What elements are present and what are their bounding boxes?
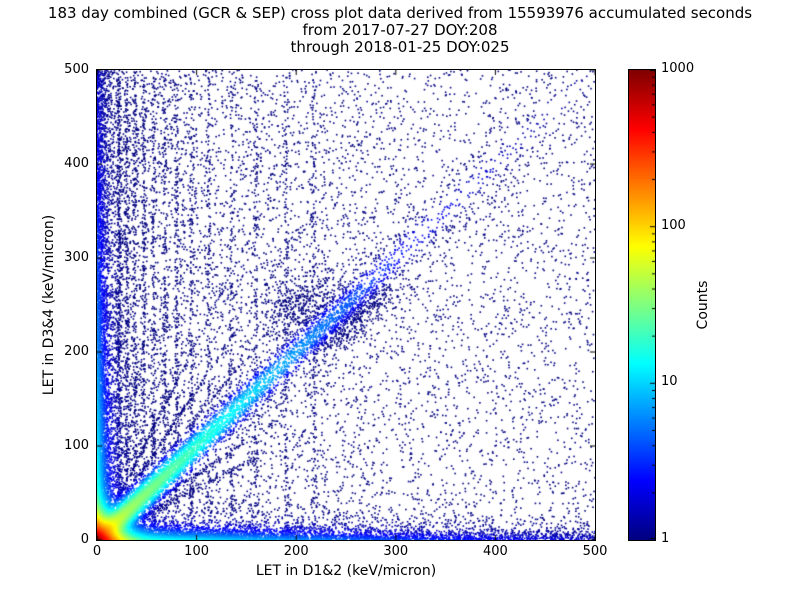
- y-tick-label: 0: [80, 532, 89, 547]
- colorbar: [628, 69, 656, 541]
- colorbar-tick-label: 1: [661, 531, 670, 546]
- y-axis-label: LET in D3&4 (keV/micron): [41, 214, 57, 396]
- colorbar-tick-label: 100: [661, 217, 686, 233]
- scatter-heatmap-canvas: [96, 69, 596, 541]
- colorbar-tick-label: 1000: [661, 61, 695, 76]
- x-axis-label: LET in D1&2 (keV/micron): [255, 563, 437, 579]
- y-tick-label: 100: [64, 438, 89, 453]
- colorbar-label: Counts: [695, 280, 711, 330]
- x-tick-label: 200: [283, 544, 309, 559]
- title-line-2: from 2017-07-27 DOY:208: [302, 21, 498, 39]
- x-tick-label: 0: [92, 544, 102, 559]
- y-tick-label: 500: [64, 62, 89, 77]
- title-line-1: 183 day combined (GCR & SEP) cross plot …: [47, 4, 753, 22]
- x-tick-label: 400: [482, 544, 508, 559]
- colorbar-tick-label: 10: [661, 374, 678, 390]
- x-tick-label: 500: [582, 544, 608, 559]
- y-tick-label: 400: [64, 156, 89, 171]
- y-tick-label: 300: [64, 250, 89, 265]
- x-tick-label: 300: [383, 544, 409, 559]
- title-line-3: through 2018-01-25 DOY:025: [290, 38, 510, 56]
- figure-title: 183 day combined (GCR & SEP) cross plot …: [0, 5, 800, 56]
- y-tick-label: 200: [64, 344, 89, 359]
- x-tick-label: 100: [184, 544, 210, 559]
